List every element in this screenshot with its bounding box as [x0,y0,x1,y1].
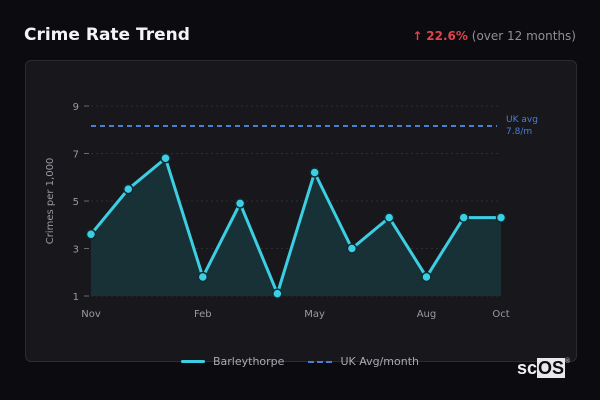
dashed-line-swatch-icon [308,360,333,363]
svg-text:Nov: Nov [81,309,101,320]
svg-text:1: 1 [73,292,79,303]
data-point[interactable] [346,243,358,254]
legend-item-series[interactable]: Barleythorpe [181,355,284,368]
svg-text:Oct: Oct [492,309,509,320]
chart-title: Crime Rate Trend [24,25,190,45]
svg-text:3: 3 [73,245,79,256]
legend-label-avg: UK Avg/month [340,355,419,368]
change-indicator: ↑ 22.6% (over 12 months) [412,29,576,43]
legend-label-series: Barleythorpe [213,355,285,368]
change-note: (over 12 months) [471,29,576,43]
data-point[interactable] [458,212,469,223]
data-point[interactable] [160,153,171,164]
data-point[interactable] [383,212,395,223]
svg-text:7.8/m: 7.8/m [506,127,532,137]
data-point[interactable] [234,198,246,209]
svg-text:9: 9 [73,102,79,113]
data-point[interactable] [123,183,134,195]
svg-text:Aug: Aug [417,309,437,320]
svg-text:5: 5 [73,197,79,208]
svg-text:7: 7 [73,150,79,161]
svg-text:UK avg: UK avg [506,115,538,125]
svg-text:Feb: Feb [194,309,212,320]
solid-line-swatch-icon [181,360,205,363]
svg-text:May: May [304,309,325,320]
legend-item-avg[interactable]: UK Avg/month [308,355,419,368]
data-point[interactable] [85,229,97,240]
data-point[interactable] [421,271,432,283]
svg-text:Crimes per 1,000: Crimes per 1,000 [45,158,56,245]
data-point[interactable] [495,212,507,223]
change-value: 22.6% [426,29,468,43]
data-point[interactable] [309,167,320,178]
scos-logo: scOS® [517,358,571,378]
data-point[interactable] [272,288,283,299]
arrow-up-icon: ↑ [412,29,423,43]
chart-legend: Barleythorpe UK Avg/month [0,355,600,368]
data-point[interactable] [197,271,209,283]
